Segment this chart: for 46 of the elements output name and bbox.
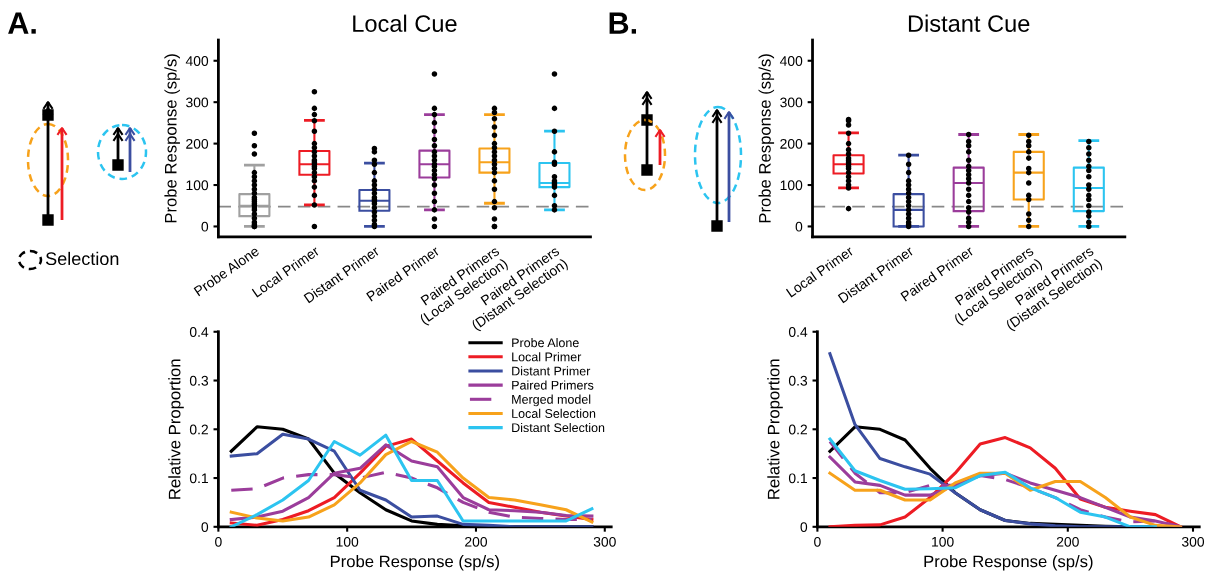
chart-title: Distant Cue <box>908 14 1030 32</box>
y-tick-label: 0 <box>795 221 803 232</box>
legend-label: Local Selection <box>512 408 596 418</box>
y-tick-label: 0 <box>201 221 209 232</box>
y-tick-label: 300 <box>780 97 803 108</box>
y-axis-title: Probe Response (sp/s) <box>164 54 180 223</box>
x-tick-label: 100 <box>336 536 359 547</box>
y-tick-label: 200 <box>186 138 209 149</box>
chart-title: Local Cue <box>353 14 457 32</box>
legend-label: Distant Selection <box>512 422 605 433</box>
y-axis-title: Relative Proportion <box>767 359 783 499</box>
y-tick-label: 0.4 <box>189 327 209 337</box>
y-tick-label: 0.1 <box>189 473 208 484</box>
y-tick-label: 100 <box>780 180 803 191</box>
y-tick-label: 0.3 <box>788 375 808 386</box>
x-tick-label: 200 <box>1056 536 1079 547</box>
y-tick-label: 0.1 <box>788 473 807 484</box>
y-tick-label: 0.2 <box>189 424 208 435</box>
text: A. <box>8 12 36 34</box>
x-tick-label: 0 <box>215 536 222 547</box>
x-tick-label: 100 <box>932 536 954 547</box>
x-tick-label: 300 <box>593 536 616 547</box>
x-tick-label: 200 <box>465 536 488 547</box>
y-tick-label: 200 <box>780 138 803 149</box>
y-tick-label: 0.2 <box>788 424 807 435</box>
x-axis-title: Probe Response (sp/s) <box>330 555 499 571</box>
y-axis-title: Relative Proportion <box>168 359 184 499</box>
legend-label: Merged model <box>512 394 591 407</box>
legend-label: Local Primer <box>512 352 582 362</box>
y-tick-label: 0 <box>800 522 808 532</box>
legend-label: Distant Primer <box>512 366 591 376</box>
legend-label: Probe Alone <box>512 338 579 348</box>
text: Selection <box>45 251 119 266</box>
y-tick-label: 0.3 <box>189 375 209 386</box>
y-tick-label: 100 <box>186 180 209 191</box>
text: B. <box>609 12 637 34</box>
y-tick-label: 400 <box>185 56 209 66</box>
y-axis-title: Probe Response (sp/s) <box>758 54 775 223</box>
x-axis-title: Probe Response (sp/s) <box>924 555 1093 571</box>
y-tick-label: 300 <box>186 97 209 108</box>
y-tick-label: 0 <box>201 522 209 532</box>
y-tick-label: 400 <box>779 56 803 66</box>
x-tick-label: 0 <box>814 536 821 547</box>
x-tick-label: 300 <box>1181 536 1205 547</box>
legend-label: Paired Primers <box>512 380 594 390</box>
y-tick-label: 0.4 <box>788 327 808 337</box>
